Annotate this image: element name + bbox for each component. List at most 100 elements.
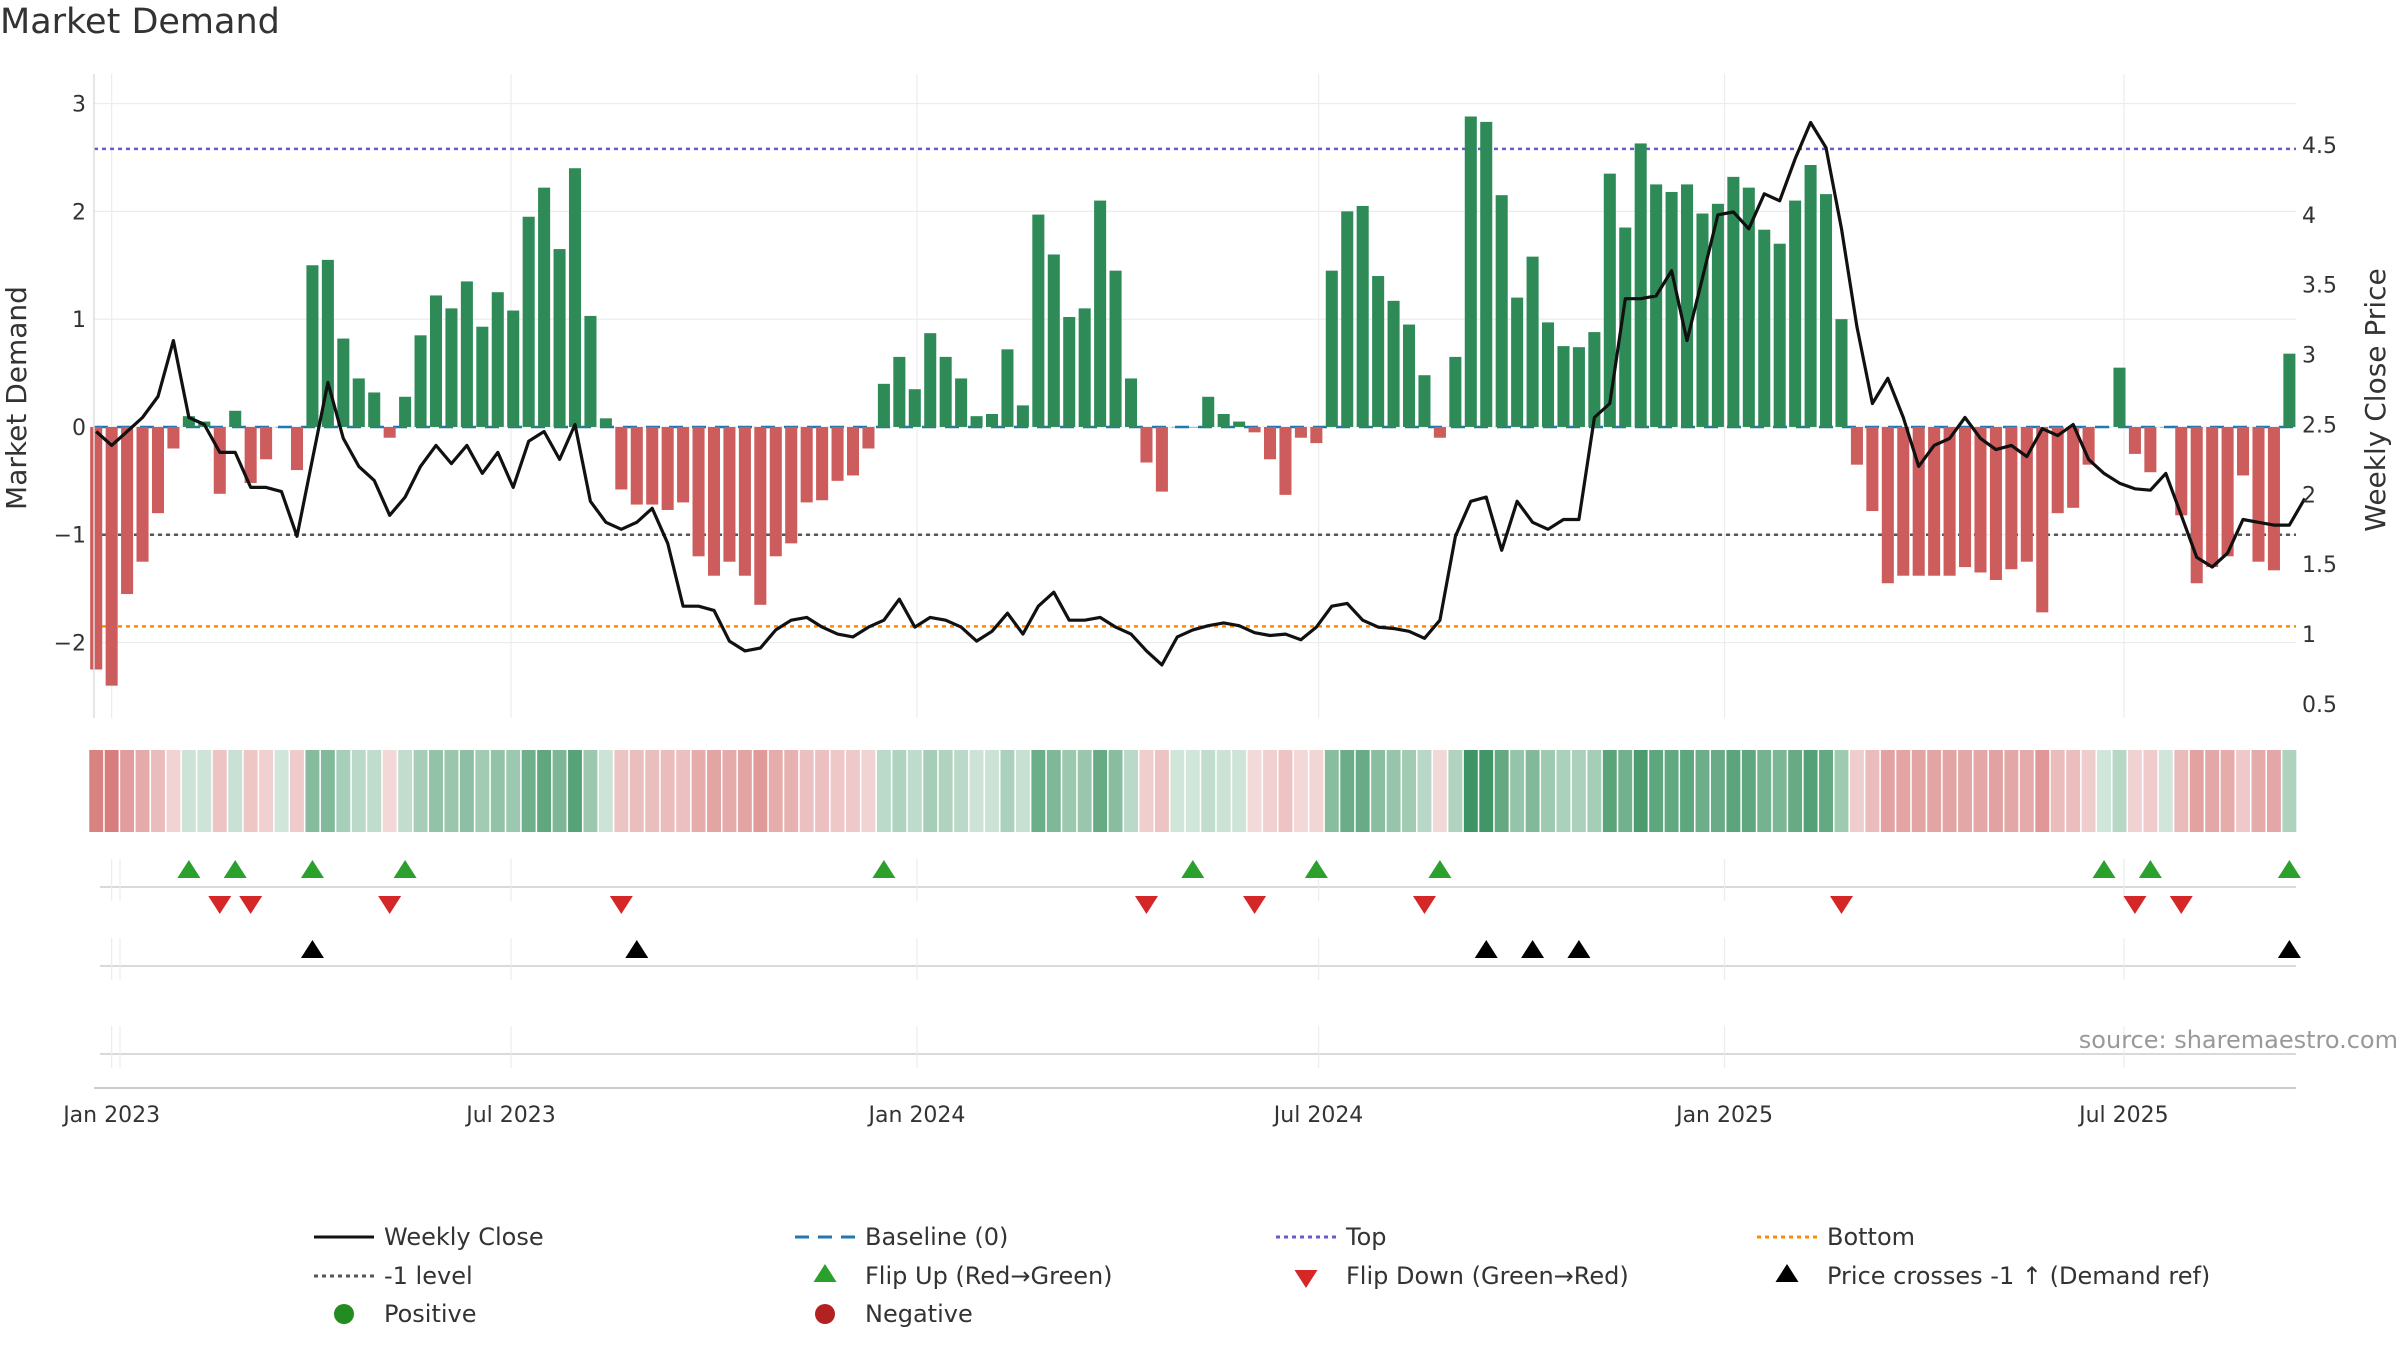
y-axis-label: Market Demand [0, 286, 33, 510]
x-tick-label: Jan 2025 [1674, 1103, 1773, 1128]
demand-bar-negative [260, 426, 273, 460]
demand-bar-positive [1078, 308, 1091, 427]
heat-cell [459, 750, 474, 832]
heat-cell [2050, 750, 2065, 832]
x-axis: Jan 2023 Jul 2023 Jan 2024 Jul 2024 Jan 2025… [61, 1087, 2296, 1128]
heat-cell [876, 750, 891, 832]
demand-bar-negative [1294, 426, 1307, 438]
demand-bar-positive [1063, 316, 1076, 427]
price-cross-marker [625, 940, 649, 958]
demand-bar-positive [2098, 426, 2111, 428]
flip-down-marker [2169, 896, 2193, 914]
demand-bar-negative [2252, 426, 2265, 562]
legend-item: Price crosses -1 ↑ (Demand ref) [1775, 1262, 2210, 1290]
flip-up-marker [177, 860, 201, 878]
heat-cell [1510, 750, 1525, 832]
heat-cell [1819, 750, 1833, 832]
demand-bar-negative [2237, 426, 2250, 476]
heat-cell [1247, 750, 1262, 832]
demand-bar-negative [167, 426, 180, 449]
demand-bar-negative [1928, 426, 1941, 576]
heat-cell [1432, 750, 1447, 832]
heat-cell [1710, 750, 1725, 832]
price-cross-marker [1521, 940, 1545, 958]
heat-cell [2019, 750, 2034, 832]
price-cross-marker [1474, 940, 1498, 958]
heat-cell [1803, 750, 1818, 832]
demand-bar-positive [491, 292, 504, 427]
legend-item: Negative [815, 1300, 973, 1328]
flip-up-marker [223, 860, 247, 878]
demand-bar-positive [1789, 200, 1802, 427]
x-tick-label: Jul 2023 [464, 1103, 556, 1128]
heat-cell [1355, 750, 1370, 832]
heat-cell [1664, 750, 1679, 832]
demand-bar-negative [2175, 426, 2188, 516]
demand-bar-positive [1526, 256, 1539, 427]
legend-swatch [1775, 1264, 1799, 1282]
heat-cell [1201, 750, 1216, 832]
demand-bar-negative [1248, 426, 1261, 433]
demand-bar-positive [229, 410, 242, 427]
heat-cell [1093, 750, 1108, 832]
heat-cell [2081, 750, 2096, 832]
price-cross-marker [1567, 940, 1591, 958]
demand-bar-positive [1650, 184, 1663, 427]
heat-cell [1911, 750, 1926, 832]
demand-bar-negative [105, 426, 118, 686]
y2-tick-label: 1 [2302, 623, 2316, 648]
demand-bar-positive [306, 265, 319, 427]
heat-cell [1880, 750, 1895, 832]
heat-cell [722, 750, 737, 832]
heat-cell [2097, 750, 2111, 832]
flip-up-marker [1304, 860, 1328, 878]
demand-bar-negative [1140, 426, 1153, 463]
heat-cell [985, 750, 999, 832]
heat-cell [1680, 750, 1694, 832]
legend-label: Price crosses -1 ↑ (Demand ref) [1827, 1262, 2210, 1290]
demand-bar-positive [1557, 346, 1570, 427]
demand-bar-positive [2113, 367, 2126, 427]
legend-label: Negative [865, 1300, 973, 1328]
flip-up-marker [1428, 860, 1452, 878]
heat-cell [768, 750, 783, 832]
heat-cell [1587, 750, 1602, 832]
heat-cell [1371, 750, 1386, 832]
heat-cell [1865, 750, 1880, 832]
demand-bar-positive [1820, 194, 1833, 427]
price-cross-marker [300, 940, 324, 958]
demand-bar-negative [615, 426, 628, 490]
flip-down-marker [239, 896, 263, 914]
legend-swatch [334, 1304, 354, 1324]
flip-down-marker [1243, 896, 1267, 914]
legend-label: Top [1345, 1223, 1387, 1251]
heat-cell [429, 750, 443, 832]
heat-cell [552, 750, 567, 832]
heat-cell [336, 750, 351, 832]
heat-cell [1541, 750, 1555, 832]
demand-bar-positive [352, 378, 365, 427]
heat-cell [2066, 750, 2081, 832]
heat-cell [1973, 750, 1988, 832]
heat-cell [784, 750, 799, 832]
heat-cell [181, 750, 196, 832]
heat-cell [1386, 750, 1401, 832]
demand-bar-negative [2190, 426, 2203, 584]
heat-cell [1185, 750, 1200, 832]
heat-cell [243, 750, 258, 832]
heat-cell [2158, 750, 2173, 832]
demand-bar-negative [383, 426, 396, 438]
demand-bar-positive [970, 416, 983, 427]
demand-bar-negative [1989, 426, 2002, 581]
demand-bar-positive [1171, 426, 1184, 428]
heat-cell [2004, 750, 2019, 832]
heat-cell [521, 750, 536, 832]
heat-cell [2236, 750, 2250, 832]
demand-bar-positive [1696, 213, 1709, 427]
weekly-close-line [95, 120, 2307, 667]
heat-cell [1849, 750, 1864, 832]
x-tick-label: Jan 2023 [61, 1103, 160, 1128]
legend-label: -1 level [384, 1262, 473, 1290]
heat-cell [2282, 750, 2297, 832]
demand-bar-negative [2206, 426, 2219, 568]
